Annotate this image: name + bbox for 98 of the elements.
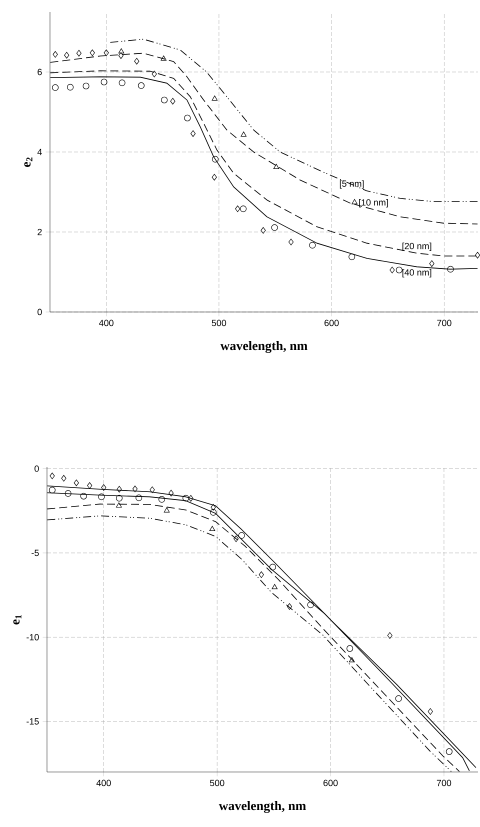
point xyxy=(64,490,72,497)
point xyxy=(234,535,239,542)
point xyxy=(64,52,70,58)
point xyxy=(307,602,314,608)
point xyxy=(272,584,278,590)
point xyxy=(271,224,278,231)
point xyxy=(136,494,142,502)
point xyxy=(346,645,354,652)
point xyxy=(161,96,168,104)
point xyxy=(309,242,316,248)
point xyxy=(118,79,126,86)
point xyxy=(116,486,122,493)
point xyxy=(240,205,247,212)
point xyxy=(387,632,392,639)
y-tick-label: -5 xyxy=(32,550,39,556)
series-label: [40 nm] xyxy=(402,268,432,278)
point xyxy=(352,199,358,204)
point xyxy=(447,266,454,272)
point xyxy=(188,495,194,502)
point xyxy=(80,492,87,500)
point xyxy=(150,486,155,494)
x-tick-label: 700 xyxy=(437,320,452,326)
y-tick-label: 6 xyxy=(38,68,42,76)
point xyxy=(210,509,217,516)
point xyxy=(87,482,92,489)
point xyxy=(348,253,356,260)
point xyxy=(101,484,106,491)
point xyxy=(258,571,264,578)
point xyxy=(210,504,216,511)
point xyxy=(348,657,355,662)
x-tick-label: 600 xyxy=(324,780,338,786)
point xyxy=(170,98,176,104)
point xyxy=(98,494,105,500)
point xyxy=(52,84,59,91)
x-tick-label: 500 xyxy=(212,320,226,326)
y-axis-title: e$_{2}$ xyxy=(24,157,32,167)
point xyxy=(190,130,196,137)
point xyxy=(116,502,122,508)
point xyxy=(74,480,79,486)
y-tick-label: 2 xyxy=(38,228,42,236)
point xyxy=(132,486,138,492)
series-label: [5 nm] xyxy=(340,180,364,189)
point xyxy=(390,266,395,274)
y-tick-label: -10 xyxy=(26,634,39,640)
x-tick-label: 500 xyxy=(210,780,224,786)
point xyxy=(134,58,140,64)
point xyxy=(395,695,402,702)
y-axis-title: e$_{1}$ xyxy=(13,615,22,624)
point xyxy=(61,474,66,482)
point xyxy=(66,84,74,90)
series-label: [10 nm] xyxy=(359,199,388,208)
point xyxy=(238,532,245,539)
point xyxy=(52,51,58,58)
y-tick-label: -15 xyxy=(26,718,39,725)
point xyxy=(212,156,219,162)
point xyxy=(212,174,217,180)
point xyxy=(118,48,124,54)
point xyxy=(184,114,191,122)
point xyxy=(260,227,266,234)
point xyxy=(158,496,166,503)
x-tick-label: 600 xyxy=(324,320,339,326)
point xyxy=(138,82,145,89)
y-tick-label: 4 xyxy=(37,148,42,156)
point xyxy=(428,708,433,715)
point xyxy=(269,564,276,570)
point xyxy=(50,472,55,480)
series-label: [20 nm] xyxy=(402,242,432,251)
point xyxy=(286,603,292,610)
point xyxy=(235,205,240,212)
point xyxy=(100,78,108,86)
point xyxy=(118,52,124,59)
point xyxy=(475,252,480,258)
point xyxy=(446,748,452,755)
point xyxy=(240,131,247,137)
x-tick-label: 400 xyxy=(99,320,114,326)
point xyxy=(429,260,434,267)
y-tick-label: 0 xyxy=(34,465,39,472)
point xyxy=(160,55,167,61)
point xyxy=(396,266,402,274)
point xyxy=(209,526,216,531)
y-tick-label: 0 xyxy=(38,308,42,316)
x-axis-title: wavelength, nm xyxy=(218,801,306,813)
point xyxy=(152,70,157,78)
point xyxy=(182,494,190,502)
x-tick-label: 400 xyxy=(96,780,111,786)
point xyxy=(168,490,174,496)
point xyxy=(273,164,280,169)
point xyxy=(90,50,95,56)
point xyxy=(48,486,56,494)
point xyxy=(164,507,170,512)
point xyxy=(104,50,109,56)
point xyxy=(76,50,82,56)
x-axis-title: wavelength, nm xyxy=(220,341,308,353)
point xyxy=(82,82,90,90)
point xyxy=(212,96,218,101)
point xyxy=(288,238,294,246)
point xyxy=(116,494,123,502)
x-tick-label: 700 xyxy=(436,780,452,786)
